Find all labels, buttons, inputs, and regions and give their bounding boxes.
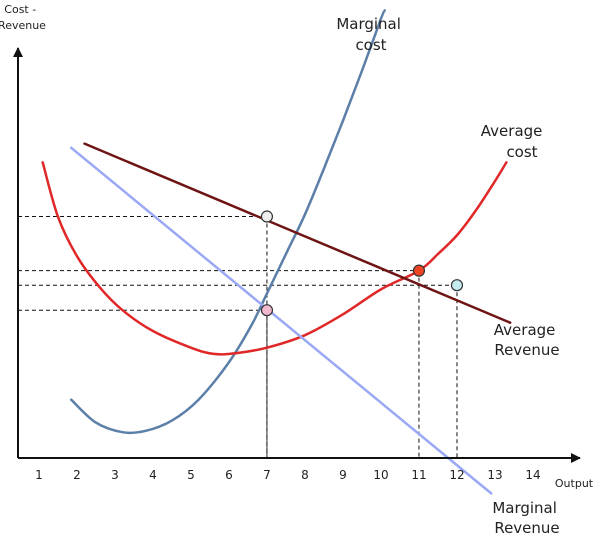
marginal-revenue-label-line-2: Revenue — [494, 519, 559, 537]
x-tick-label-5: 5 — [187, 468, 195, 482]
x-tick-label-4: 4 — [149, 468, 157, 482]
marginal-revenue-curve — [69, 146, 493, 495]
average-cost-label-line-2: cost — [506, 143, 537, 161]
x-tick-labels: 1 2 3 4 5 6 7 8 9 10 11 12 13 14 — [35, 468, 541, 482]
x-tick-label-11: 11 — [411, 468, 426, 482]
x-tick-label-12: 12 — [449, 468, 464, 482]
x-tick-label-10: 10 — [373, 468, 388, 482]
average-revenue-label: Average Revenue — [494, 321, 560, 359]
marginal-revenue-label-line-1: Marginal — [492, 499, 557, 517]
y-axis-label-line-1: Cost - — [4, 3, 36, 16]
y-axis-label: Cost - Revenue — [0, 3, 46, 32]
x-tick-label-7: 7 — [263, 468, 271, 482]
curves — [41, 9, 512, 495]
marginal-cost-curve — [69, 9, 387, 435]
intersection-marker-1 — [260, 304, 274, 317]
average-revenue-label-line-2: Revenue — [494, 341, 559, 359]
axes — [13, 47, 581, 463]
x-tick-label-1: 1 — [35, 468, 43, 482]
intersection-marker-0 — [260, 210, 274, 223]
x-tick-label-6: 6 — [225, 468, 233, 482]
average-revenue-label-line-1: Average — [494, 321, 556, 339]
x-tick-label-13: 13 — [487, 468, 502, 482]
average-revenue-curve — [83, 142, 512, 324]
marginal-cost-label: Marginal cost — [336, 15, 405, 54]
x-tick-label-2: 2 — [73, 468, 81, 482]
marginal-revenue-label: Marginal Revenue — [492, 499, 561, 537]
marginal-cost-label-line-2: cost — [355, 36, 386, 54]
x-tick-label-3: 3 — [111, 468, 119, 482]
intersection-markers — [260, 210, 464, 317]
intersection-marker-2 — [412, 264, 426, 277]
x-axis-label: Output — [555, 477, 594, 490]
average-cost-curve — [41, 161, 508, 356]
x-tick-label-14: 14 — [525, 468, 540, 482]
average-cost-label-line-1: Average — [481, 122, 543, 140]
intersection-marker-3 — [450, 279, 464, 292]
y-axis-label-line-2: Revenue — [0, 19, 46, 32]
x-tick-label-8: 8 — [301, 468, 309, 482]
marginal-cost-label-line-1: Marginal — [336, 15, 401, 33]
guide-lines — [18, 216, 458, 458]
average-cost-label: Average cost — [481, 122, 547, 161]
x-tick-label-9: 9 — [339, 468, 347, 482]
